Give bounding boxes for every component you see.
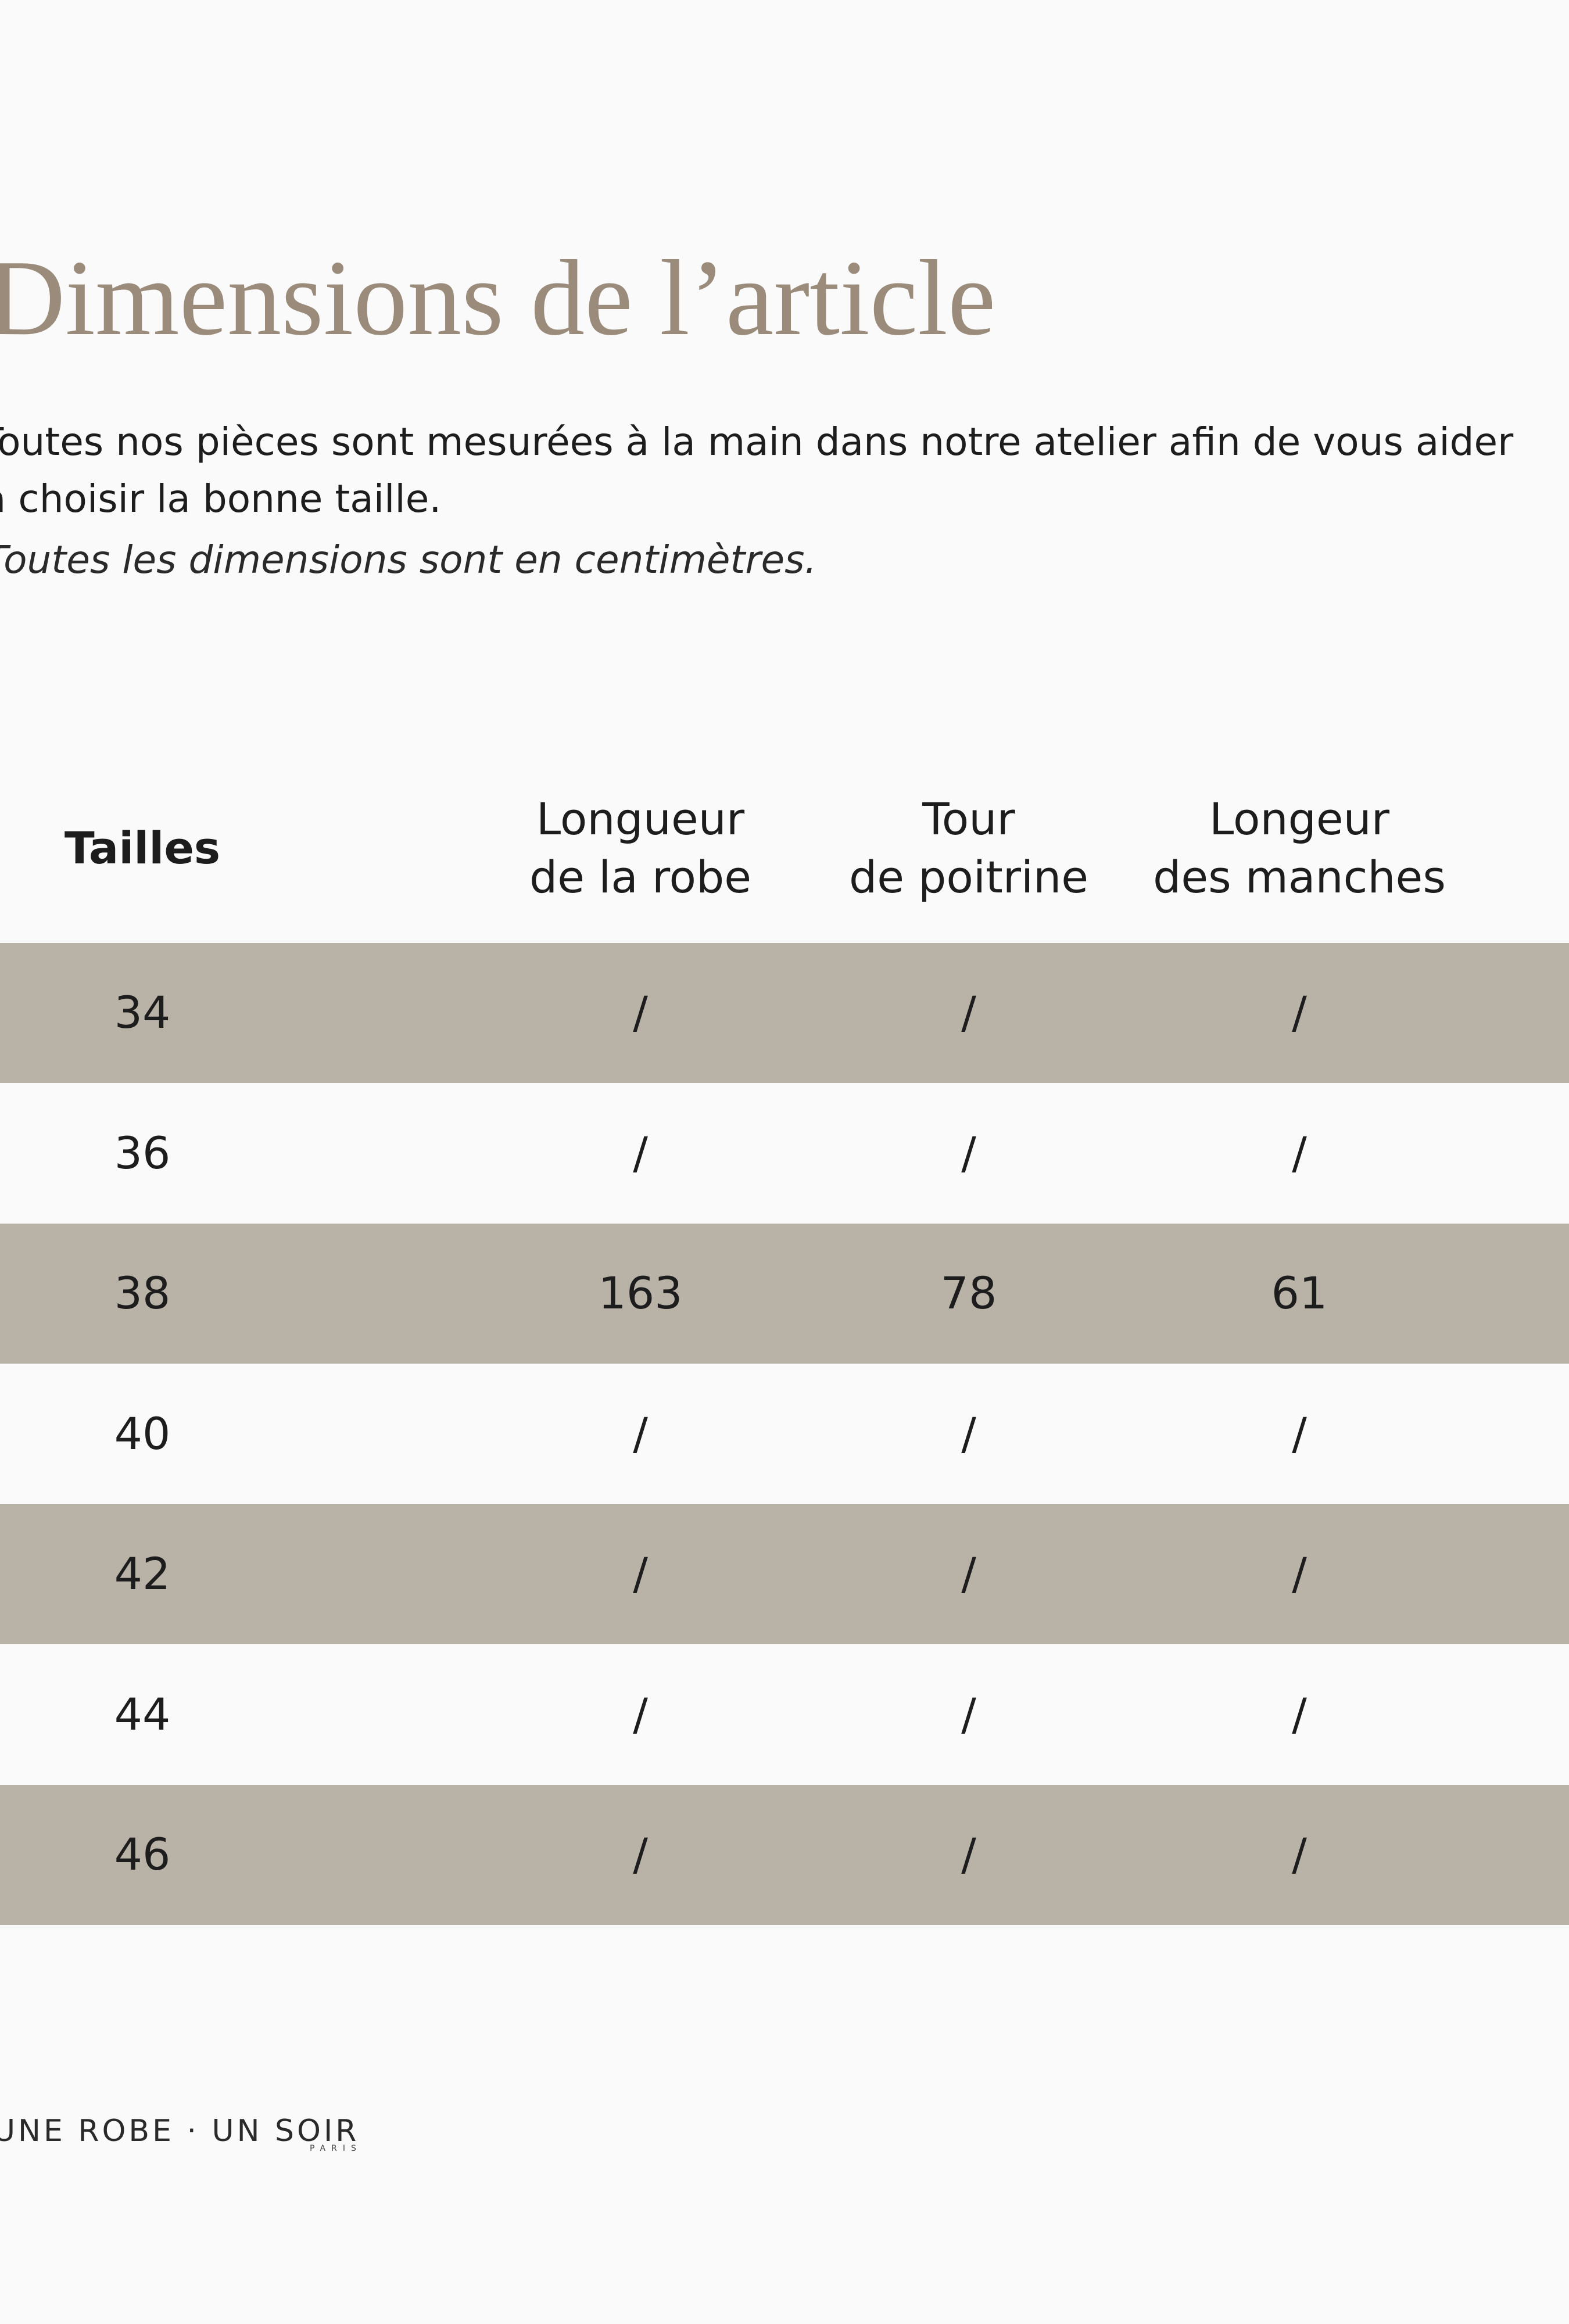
page-title: Dimensions de l’article	[0, 238, 996, 358]
table-row: 42 / / /	[0, 1504, 1569, 1644]
column-header: Tour de poitrine	[849, 790, 1088, 906]
column-header: Longeur des manches	[1153, 790, 1446, 906]
table-cell: 38	[114, 1267, 171, 1319]
table-cell: 163	[598, 1267, 683, 1319]
table-row: 40 / / /	[0, 1364, 1569, 1504]
table-cell: 78	[940, 1267, 997, 1319]
table-row: 46 / / /	[0, 1785, 1569, 1925]
table-cell: /	[1292, 1688, 1307, 1740]
note: Toutes les dimensions sont en centimètre…	[0, 537, 817, 582]
header-line: Tour	[922, 793, 1015, 845]
table-cell: 42	[114, 1548, 171, 1599]
table-cell: /	[961, 1688, 976, 1740]
table-cell: /	[633, 1828, 648, 1880]
table-cell: /	[1292, 1548, 1307, 1599]
table-cell: /	[961, 1548, 976, 1599]
table-cell: /	[1292, 1127, 1307, 1179]
table-cell: /	[1292, 987, 1307, 1038]
table-row: 36 / / /	[0, 1083, 1569, 1224]
table-cell: /	[961, 987, 976, 1038]
table-cell: /	[633, 1688, 648, 1740]
header-line: Longueur	[536, 793, 745, 845]
table-cell: /	[961, 1127, 976, 1179]
table-cell: /	[633, 1407, 648, 1459]
column-header: Tailles	[65, 819, 220, 877]
table-cell: 44	[114, 1688, 171, 1740]
description-line: Toutes nos pièces sont mesurées à la mai…	[0, 419, 1514, 464]
table-row: 44 / / /	[0, 1644, 1569, 1785]
header-line: Longeur	[1209, 793, 1390, 845]
table-cell: /	[961, 1828, 976, 1880]
table-cell: 34	[114, 987, 171, 1038]
table-row: 34 / / /	[0, 943, 1569, 1083]
table-cell: /	[633, 1548, 648, 1599]
table-cell: 46	[114, 1828, 171, 1880]
header-line: de la robe	[529, 851, 752, 903]
table-cell: /	[633, 987, 648, 1038]
brand-city: PARIS	[310, 2144, 362, 2153]
header-line: Tailles	[64, 822, 221, 874]
header-line: de poitrine	[848, 851, 1089, 903]
header-line: des manches	[1153, 851, 1446, 903]
table-cell: /	[633, 1127, 648, 1179]
table-cell: /	[961, 1407, 976, 1459]
table-cell: 61	[1271, 1267, 1328, 1319]
table-cell: 36	[114, 1127, 171, 1179]
table-cell: /	[1292, 1407, 1307, 1459]
brand-logo: UNE ROBE · UN SOIR	[0, 2114, 360, 2149]
description-line: à choisir la bonne taille.	[0, 476, 442, 521]
table-cell: 40	[114, 1407, 171, 1459]
table-row: 38 163 78 61	[0, 1224, 1569, 1364]
table-cell: /	[1292, 1828, 1307, 1880]
column-header: Longueur de la robe	[529, 790, 751, 906]
